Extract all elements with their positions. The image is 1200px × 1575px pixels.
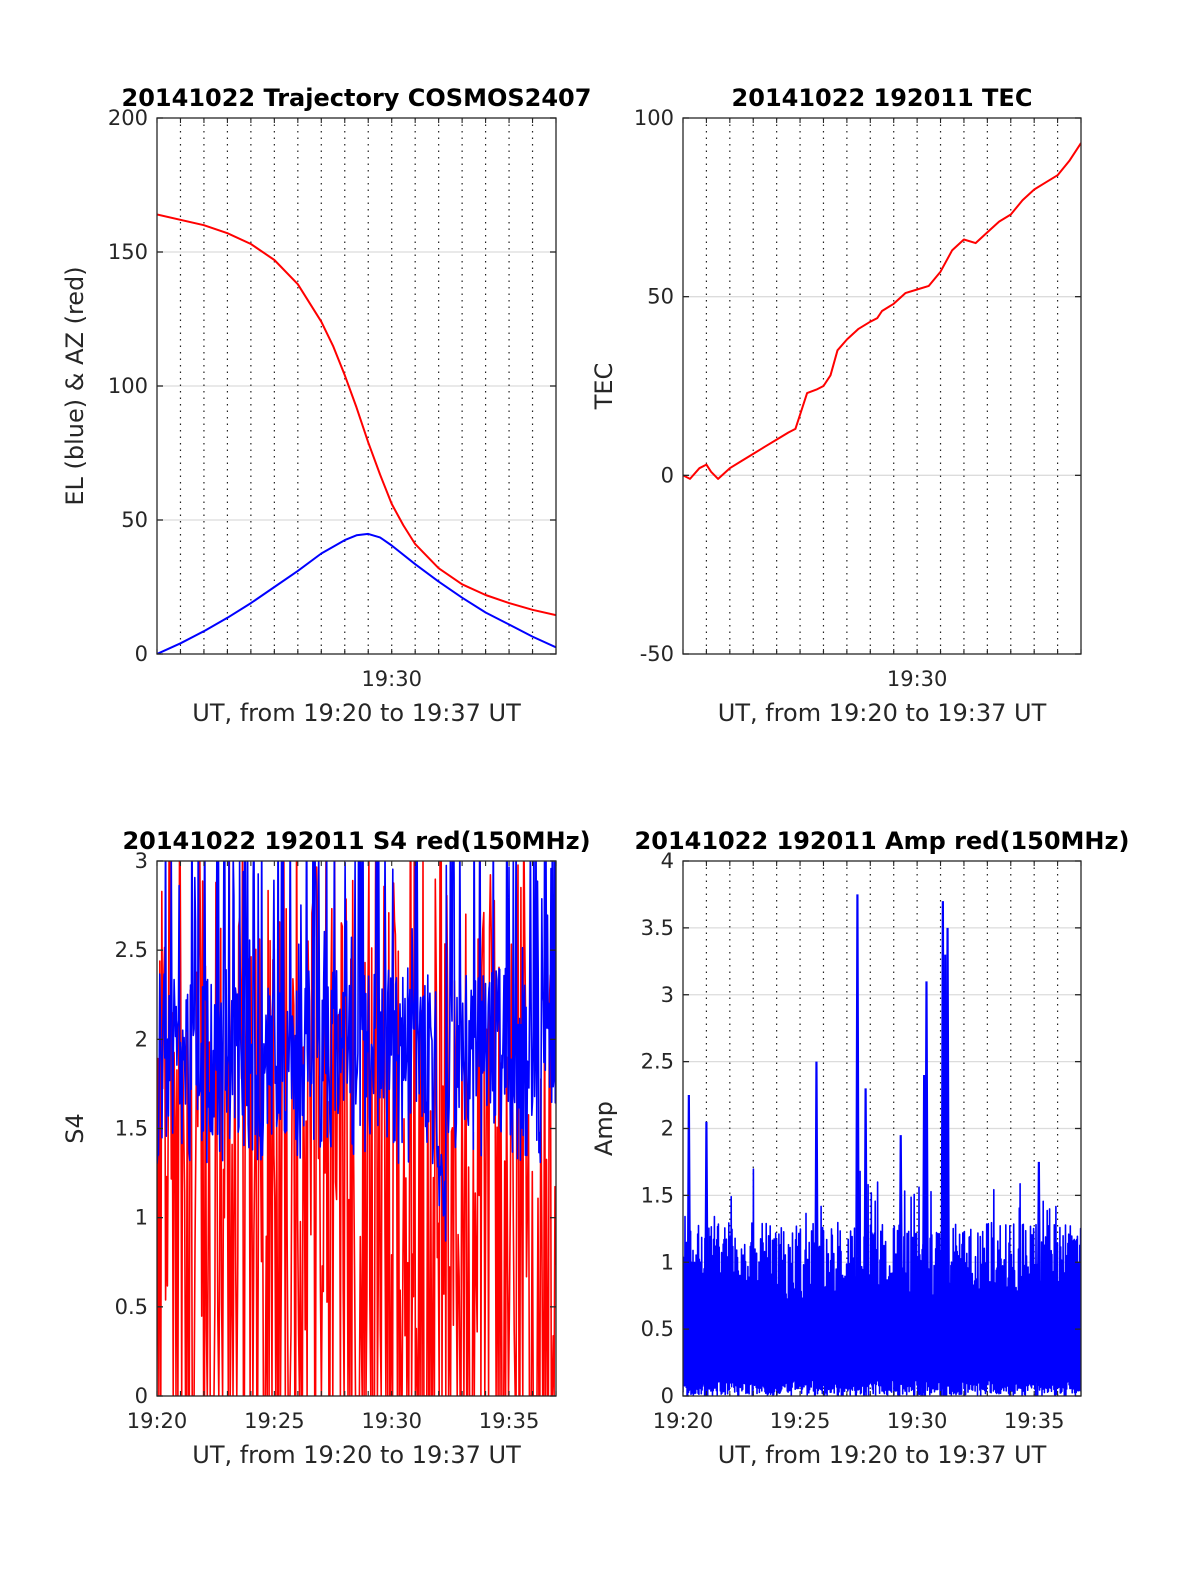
y-axis-label: TEC — [590, 363, 618, 411]
x-tick-label: 19:30 — [361, 667, 422, 691]
y-tick-label: 2.5 — [641, 1050, 674, 1074]
y-tick-label: 0 — [135, 1384, 148, 1408]
series-amp — [683, 1168, 1081, 1396]
chart-title: 20141022 192011 Amp red(150MHz) — [635, 827, 1130, 855]
plot-area — [683, 894, 1081, 1396]
plot-area — [157, 213, 556, 654]
x-tick-label: 19:35 — [1004, 1409, 1065, 1433]
x-tick-label: 19:20 — [127, 1409, 188, 1433]
y-tick-label: 0.5 — [641, 1317, 674, 1341]
y-tick-label: 0.5 — [115, 1295, 148, 1319]
x-tick-label: 19:25 — [244, 1409, 305, 1433]
y-axis-label: S4 — [61, 1113, 89, 1144]
x-tick-label: 19:30 — [361, 1409, 422, 1433]
amp-peak — [854, 894, 861, 1396]
series-el — [157, 532, 556, 654]
chart-title: 20141022 192011 TEC — [732, 84, 1033, 112]
axes-box — [682, 117, 1082, 655]
chart-panel-4: 0 0.5 1 1.5 2 2.5 3 3.5 4 19:20 19:25 19:30 19:35 201… — [590, 827, 1129, 1469]
y-tick-label: 0 — [661, 463, 674, 487]
y-axis-label: EL (blue) & AZ (red) — [61, 266, 89, 505]
y-tick-label: -50 — [640, 642, 674, 666]
y-tick-label: 100 — [108, 374, 148, 398]
y-tick-label: 1.5 — [641, 1183, 674, 1207]
x-axis-label: UT, from 19:20 to 19:37 UT — [192, 699, 521, 727]
series-tec — [683, 142, 1081, 480]
y-tick-label: 50 — [647, 285, 674, 309]
chart-title: 20141022 192011 S4 red(150MHz) — [122, 827, 590, 855]
series-az — [157, 213, 556, 617]
y-tick-label: 150 — [108, 240, 148, 264]
chart-panel-3: 0 0.5 1 1.5 2 2.5 3 19:20 19:25 19:30 19:35 2014102… — [61, 827, 591, 1469]
y-axis-label: Amp — [590, 1101, 618, 1156]
y-tick-label: 1 — [135, 1206, 148, 1230]
y-tick-label: 100 — [634, 106, 674, 130]
y-tick-label: 200 — [108, 106, 148, 130]
x-axis-label: UT, from 19:20 to 19:37 UT — [718, 1441, 1047, 1469]
y-tick-label: 0 — [135, 642, 148, 666]
x-tick-label: 19:20 — [653, 1409, 714, 1433]
chart-panel-2: -50 0 50 100 19:30 20141022 192011 TEC UT, fro… — [590, 84, 1082, 727]
y-tick-label: 1.5 — [115, 1117, 148, 1141]
x-tick-label: 19:30 — [887, 1409, 948, 1433]
chart-panel-1: 0 50 100 150 200 19:30 20141022 Trajectory COS… — [61, 84, 591, 727]
y-tick-label: 2.5 — [115, 938, 148, 962]
x-axis-label: UT, from 19:20 to 19:37 UT — [718, 699, 1047, 727]
series-s4-red — [157, 861, 556, 1396]
x-tick-label: 19:30 — [887, 667, 948, 691]
x-axis-label: UT, from 19:20 to 19:37 UT — [192, 1441, 521, 1469]
plot-area — [683, 142, 1081, 480]
y-tick-label: 4 — [661, 849, 674, 873]
y-tick-label: 3.5 — [641, 916, 674, 940]
y-tick-label: 3 — [135, 849, 148, 873]
plot-area — [157, 861, 556, 1396]
y-tick-label: 0 — [661, 1384, 674, 1408]
x-tick-label: 19:35 — [479, 1409, 540, 1433]
x-tick-label: 19:25 — [770, 1409, 831, 1433]
y-tick-label: 3 — [661, 983, 674, 1007]
y-tick-label: 50 — [121, 508, 148, 532]
series-s4-blue — [157, 861, 556, 1242]
y-tick-label: 2 — [135, 1027, 148, 1051]
chart-title: 20141022 Trajectory COSMOS2407 — [122, 84, 592, 112]
y-tick-label: 2 — [661, 1117, 674, 1141]
y-tick-label: 1 — [661, 1250, 674, 1274]
